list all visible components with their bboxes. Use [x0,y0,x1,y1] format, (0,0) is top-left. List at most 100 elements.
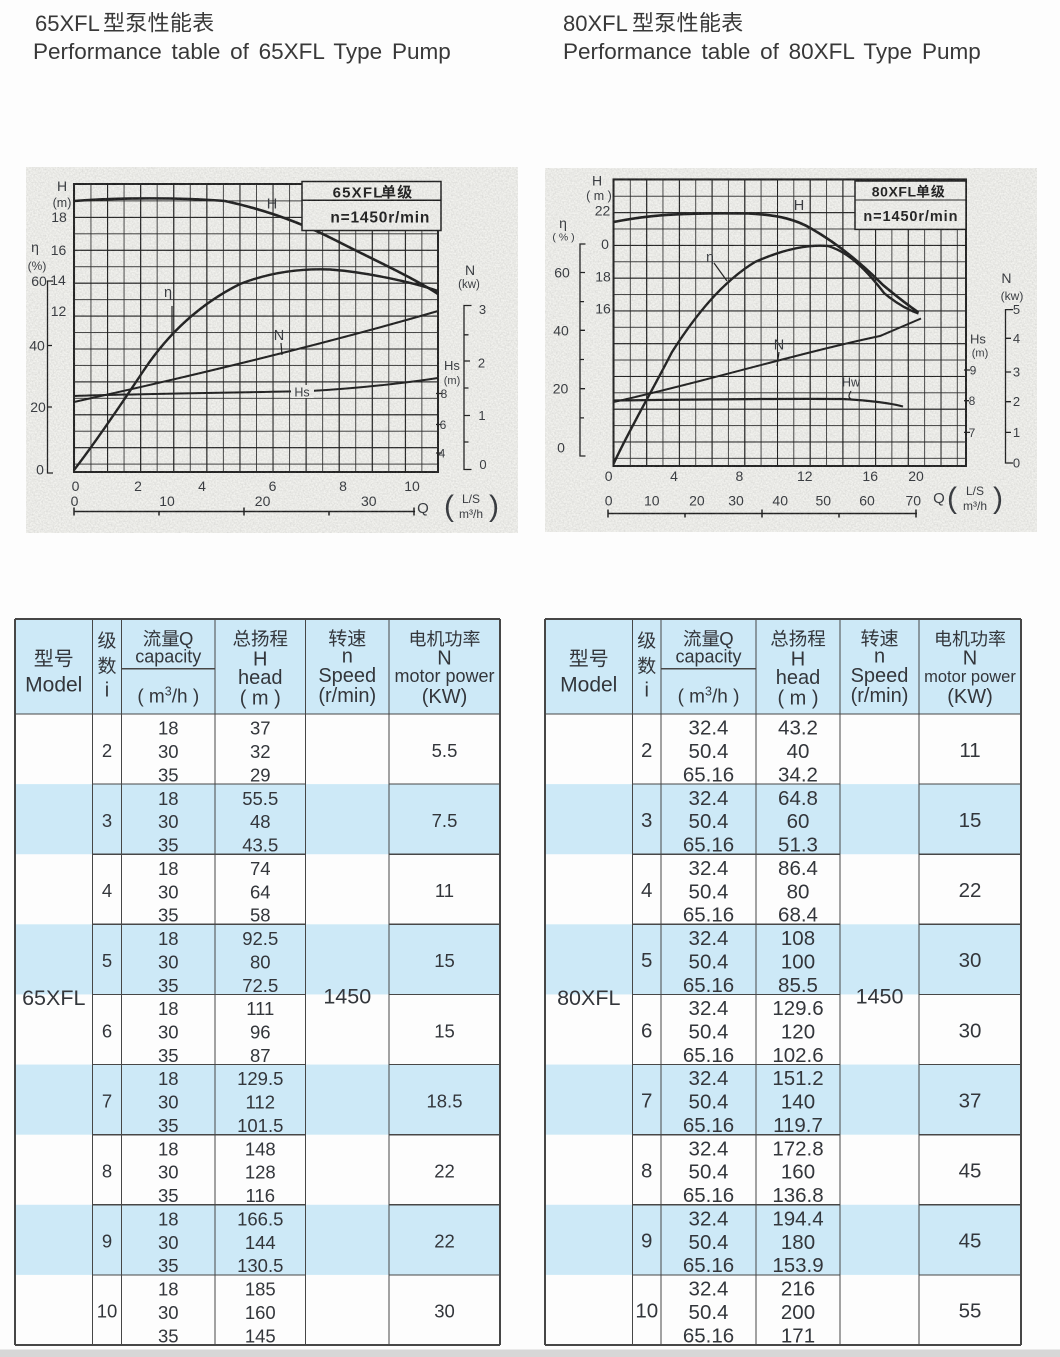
svg-text:172.8: 172.8 [772,1137,823,1160]
svg-text:n: n [342,646,353,668]
svg-text:129.6: 129.6 [772,997,823,1020]
svg-text:120: 120 [781,1021,815,1044]
svg-text:35: 35 [158,1185,179,1206]
svg-text:head: head [776,667,821,689]
svg-text:64: 64 [250,881,271,902]
svg-text:3: 3 [102,810,112,831]
svg-text:i: i [645,680,649,702]
svg-text:140: 140 [781,1091,815,1114]
svg-text:Speed: Speed [318,665,376,687]
svg-text:72.5: 72.5 [242,975,278,996]
svg-text:H: H [253,648,267,670]
svg-text:(r/min): (r/min) [318,685,376,707]
svg-text:35: 35 [158,1255,179,1276]
svg-text:92.5: 92.5 [242,928,278,949]
svg-text:200: 200 [781,1301,815,1324]
svg-text:80: 80 [250,951,271,972]
svg-text:18: 18 [158,928,179,949]
svg-text:50.4: 50.4 [689,1231,729,1254]
svg-text:3: 3 [641,809,652,832]
svg-text:160: 160 [781,1161,815,1184]
svg-text:50.4: 50.4 [689,880,729,903]
svg-text:1450: 1450 [856,985,904,1009]
svg-text:153.9: 153.9 [772,1254,823,1277]
svg-text:4: 4 [102,880,112,901]
svg-text:30: 30 [158,1232,179,1253]
svg-text:65.16: 65.16 [683,1044,734,1067]
svg-text:32.4: 32.4 [689,717,729,740]
svg-text:18: 18 [158,998,179,1019]
svg-text:30: 30 [158,1162,179,1183]
svg-text:Model: Model [25,674,82,697]
svg-text:65.16: 65.16 [683,904,734,927]
svg-text:Speed: Speed [851,665,909,687]
svg-text:65XFL: 65XFL [35,11,100,36]
svg-text:80XFL: 80XFL [557,986,620,1010]
svg-text:8: 8 [102,1161,112,1182]
svg-text:65.16: 65.16 [683,1184,734,1207]
svg-text:151.2: 151.2 [772,1067,823,1090]
svg-text:60: 60 [787,810,810,833]
svg-text:18: 18 [158,788,179,809]
svg-text:( m ): ( m ) [240,688,281,710]
svg-text:(KW): (KW) [947,686,993,708]
svg-text:65XFL: 65XFL [22,986,85,1010]
svg-text:32.4: 32.4 [689,1278,729,1301]
svg-text:29: 29 [250,764,271,785]
svg-text:116: 116 [246,1185,276,1206]
svg-text:30: 30 [158,741,179,762]
svg-text:5.5: 5.5 [432,740,458,761]
svg-text:(r/min): (r/min) [851,685,909,707]
svg-text:35: 35 [158,764,179,785]
svg-text:108: 108 [781,927,815,950]
svg-text:15: 15 [434,950,455,971]
svg-text:30: 30 [158,1022,179,1043]
svg-text:148: 148 [245,1138,276,1159]
svg-text:35: 35 [158,905,179,926]
svg-text:2: 2 [102,740,112,761]
svg-text:9: 9 [641,1230,652,1253]
svg-text:( m ): ( m ) [777,688,818,710]
svg-text:185: 185 [245,1279,276,1300]
svg-text:43.5: 43.5 [242,835,278,856]
svg-text:18: 18 [158,1279,179,1300]
svg-text:11: 11 [959,739,980,762]
svg-text:145: 145 [245,1325,276,1346]
svg-text:30: 30 [158,1302,179,1323]
svg-text:( m3/h ): ( m3/h ) [678,685,740,708]
svg-text:18.5: 18.5 [426,1090,462,1111]
svg-text:30: 30 [158,951,179,972]
svg-text:35: 35 [158,1325,179,1346]
svg-text:129.5: 129.5 [237,1068,283,1089]
svg-text:51.3: 51.3 [778,834,818,857]
svg-text:7.5: 7.5 [432,810,458,831]
svg-text:motor power: motor power [924,668,1016,686]
svg-text:180: 180 [781,1231,815,1254]
svg-text:22: 22 [434,1231,455,1252]
svg-text:Q: Q [719,628,733,649]
svg-text:65.16: 65.16 [683,763,734,786]
svg-text:Model: Model [560,674,617,697]
svg-text:86.4: 86.4 [778,857,818,880]
svg-text:11: 11 [435,880,454,901]
svg-text:35: 35 [158,1045,179,1066]
svg-text:30: 30 [959,949,982,972]
svg-text:32.4: 32.4 [689,1137,729,1160]
svg-text:68.4: 68.4 [778,904,818,927]
svg-text:35: 35 [158,835,179,856]
svg-text:64.8: 64.8 [778,787,818,810]
svg-text:15: 15 [959,809,982,832]
svg-text:35: 35 [158,1115,179,1136]
svg-text:166.5: 166.5 [237,1208,283,1229]
svg-text:43.2: 43.2 [778,717,818,740]
svg-text:58: 58 [250,905,271,926]
svg-text:2: 2 [641,739,652,762]
svg-text:Performance table of 80XFL Typ: Performance table of 80XFL Type Pump [563,39,981,64]
svg-text:6: 6 [102,1020,112,1041]
svg-text:50.4: 50.4 [689,1301,729,1324]
svg-text:Q: Q [179,628,193,649]
svg-text:35: 35 [158,975,179,996]
svg-text:motor power: motor power [394,666,494,686]
svg-text:30: 30 [158,881,179,902]
svg-text:65.16: 65.16 [683,834,734,857]
